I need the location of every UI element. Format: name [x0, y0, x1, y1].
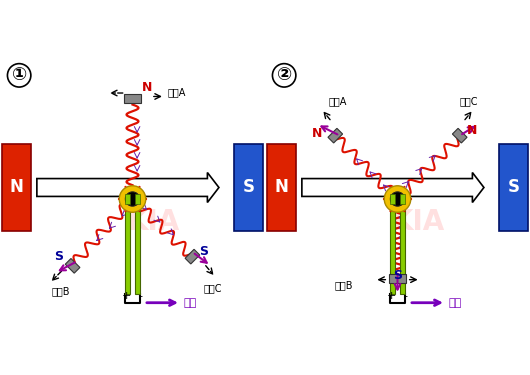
Bar [390, 194, 394, 204]
Text: N: N [466, 124, 477, 138]
Text: N: N [275, 178, 289, 196]
Text: KIA: KIA [392, 208, 445, 236]
Polygon shape [65, 258, 80, 273]
Polygon shape [328, 128, 342, 143]
Text: 电流: 电流 [183, 298, 197, 308]
Bar [125, 199, 129, 294]
Bar [125, 194, 129, 204]
Text: S: S [393, 268, 402, 282]
FancyArrow shape [302, 172, 484, 202]
Circle shape [391, 192, 404, 206]
Polygon shape [124, 94, 141, 104]
Text: 线圈C: 线圈C [204, 283, 223, 293]
Text: ①: ① [12, 66, 27, 84]
Text: +: + [121, 291, 131, 301]
Bar [401, 194, 405, 204]
Bar [136, 199, 140, 294]
Circle shape [384, 186, 411, 212]
Text: 线圈B: 线圈B [52, 286, 70, 297]
Text: 线圈C: 线圈C [460, 96, 478, 106]
Text: N: N [142, 81, 152, 94]
Bar [401, 199, 405, 294]
Polygon shape [453, 128, 467, 143]
Bar [136, 194, 140, 204]
Circle shape [126, 192, 139, 206]
Text: KIA: KIA [127, 208, 180, 236]
Text: -: - [404, 291, 408, 301]
Circle shape [119, 186, 146, 212]
Text: ②: ② [277, 66, 292, 84]
Text: S: S [54, 250, 63, 263]
Text: S: S [242, 178, 254, 196]
Text: 线圈B: 线圈B [334, 280, 352, 290]
Polygon shape [185, 249, 200, 264]
Polygon shape [389, 274, 406, 283]
Text: N: N [312, 127, 323, 140]
FancyBboxPatch shape [267, 144, 296, 231]
FancyBboxPatch shape [234, 144, 263, 231]
Text: 线圈A: 线圈A [167, 87, 185, 98]
FancyArrow shape [37, 172, 219, 202]
Text: N: N [10, 178, 24, 196]
Bar [390, 199, 394, 294]
Text: S: S [507, 178, 519, 196]
Text: -: - [139, 291, 143, 301]
Text: S: S [199, 246, 208, 258]
FancyBboxPatch shape [499, 144, 528, 231]
FancyBboxPatch shape [2, 144, 31, 231]
Text: 线圈A: 线圈A [329, 96, 347, 106]
Text: +: + [386, 291, 396, 301]
Text: 电流: 电流 [448, 298, 462, 308]
